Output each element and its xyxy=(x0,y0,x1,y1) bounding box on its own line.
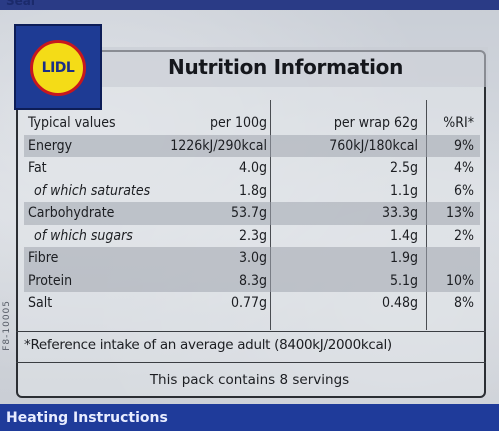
nutrient-name: Fibre xyxy=(28,250,59,266)
value-per-100g: 0.77g xyxy=(230,295,267,311)
table-row: of which sugars 2.3g 1.4g 2% xyxy=(24,225,480,248)
nutrient-name: of which saturates xyxy=(34,182,151,199)
header-fragment: Seal xyxy=(6,0,35,8)
nutrient-name: Carbohydrate xyxy=(28,205,115,221)
header-ri: %RI* xyxy=(443,115,474,131)
value-per-wrap: 760kJ/180kcal xyxy=(329,137,418,154)
value-per-100g: 2.3g xyxy=(238,227,267,244)
heating-instructions-heading: Heating Instructions xyxy=(6,410,168,426)
nutrient-name: of which sugars xyxy=(34,227,133,244)
table-header-row: Typical values per 100g per wrap 62g %RI… xyxy=(24,112,480,135)
value-per-100g: 4.0g xyxy=(238,160,267,176)
table-row: Fat 4.0g 2.5g 4% xyxy=(24,157,480,180)
servings-text: This pack contains 8 servings xyxy=(149,372,350,388)
value-per-wrap: 0.48g xyxy=(381,295,418,311)
table-row: Fibre 3.0g 1.9g xyxy=(24,247,480,270)
header-typical-values: Typical values xyxy=(28,115,116,131)
side-code: F8-10005 xyxy=(2,300,12,351)
panel-title: Nutrition Information xyxy=(168,55,404,79)
nutrient-name: Salt xyxy=(28,295,53,311)
title-bar xyxy=(62,47,488,87)
value-per-wrap: 1.4g xyxy=(389,227,418,244)
lidl-logo: LIDL xyxy=(14,24,102,110)
value-ri: 6% xyxy=(454,182,474,199)
header-per-wrap: per wrap 62g xyxy=(333,115,418,131)
value-ri: 2% xyxy=(454,227,474,244)
reference-intake-footnote: *Reference intake of an average adult (8… xyxy=(24,337,392,353)
table-row: Protein 8.3g 5.1g 10% xyxy=(24,269,480,292)
value-per-100g: 1226kJ/290kcal xyxy=(170,137,267,154)
servings-divider xyxy=(16,362,486,363)
value-ri: 4% xyxy=(454,160,474,176)
value-per-wrap: 2.5g xyxy=(389,160,418,176)
lidl-logo-circle: LIDL xyxy=(30,40,86,96)
nutrient-name: Fat xyxy=(28,160,47,176)
heating-instructions-strip: Heating Instructions xyxy=(0,404,499,431)
value-per-wrap: 5.1g xyxy=(389,272,418,289)
nutrient-name: Protein xyxy=(28,272,73,289)
table-row: Energy 1226kJ/290kcal 760kJ/180kcal 9% xyxy=(24,134,480,157)
value-per-100g: 53.7g xyxy=(230,205,267,221)
value-per-wrap: 1.9g xyxy=(389,250,418,266)
nutrient-name: Energy xyxy=(28,137,73,154)
value-per-100g: 8.3g xyxy=(238,272,267,289)
value-per-100g: 1.8g xyxy=(238,182,267,199)
table-row: Salt 0.77g 0.48g 8% xyxy=(24,292,480,315)
value-per-wrap: 1.1g xyxy=(389,182,418,199)
table-row: Carbohydrate 53.7g 33.3g 13% xyxy=(24,202,480,225)
value-ri: 10% xyxy=(446,272,474,289)
value-ri: 13% xyxy=(446,205,474,221)
header-per-100g: per 100g xyxy=(210,115,267,131)
nutrition-table: Typical values per 100g per wrap 62g %RI… xyxy=(24,112,480,315)
value-per-100g: 3.0g xyxy=(238,250,267,266)
footnote-divider xyxy=(16,331,486,332)
top-strip xyxy=(0,0,499,10)
lidl-logo-text: LIDL xyxy=(41,60,75,76)
value-ri: 9% xyxy=(454,137,474,154)
table-row: of which saturates 1.8g 1.1g 6% xyxy=(24,180,480,203)
value-per-wrap: 33.3g xyxy=(381,205,418,221)
value-ri: 8% xyxy=(454,295,474,311)
